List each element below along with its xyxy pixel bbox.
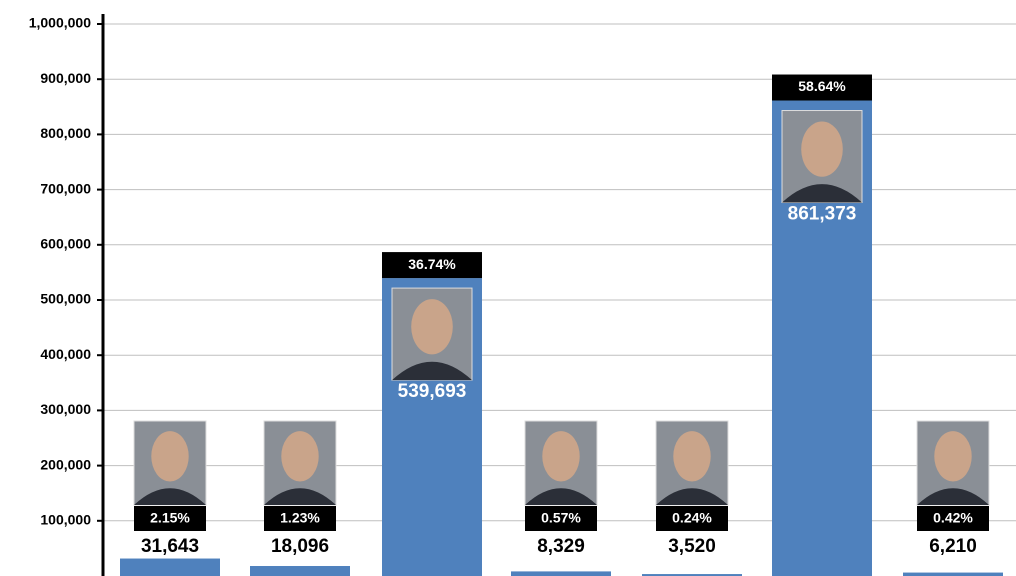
- y-tick-label: 200,000: [40, 456, 91, 472]
- photo-face: [542, 431, 579, 481]
- photo-face: [673, 431, 710, 481]
- percent-label: 1.23%: [280, 510, 320, 526]
- y-tick-label: 300,000: [40, 401, 91, 417]
- value-label: 539,693: [398, 381, 467, 402]
- value-label: 8,329: [537, 536, 585, 557]
- y-tick-label: 500,000: [40, 291, 91, 307]
- value-label: 6,210: [929, 536, 977, 557]
- photo-face: [151, 431, 188, 481]
- photo-face: [411, 299, 453, 354]
- y-tick-label: 700,000: [40, 180, 91, 196]
- percent-label: 0.42%: [933, 510, 973, 526]
- percent-label: 0.57%: [541, 510, 581, 526]
- value-label: 18,096: [271, 536, 329, 557]
- percent-label: 36.74%: [408, 256, 456, 272]
- percent-label: 58.64%: [798, 78, 846, 94]
- photo-face: [934, 431, 971, 481]
- y-tick-label: 900,000: [40, 70, 91, 86]
- y-tick-label: 400,000: [40, 346, 91, 362]
- y-tick-label: 600,000: [40, 236, 91, 252]
- bar: [250, 566, 350, 576]
- value-label: 861,373: [788, 204, 857, 225]
- y-tick-label: 1,000,000: [29, 15, 91, 31]
- chart: 100,000 200,000 300,000 400,000 500,000 600,0…: [0, 0, 1016, 576]
- bar: [120, 559, 220, 576]
- value-label: 31,643: [141, 536, 199, 557]
- bar: [903, 573, 1003, 576]
- y-tick-label: 100,000: [40, 512, 91, 528]
- percent-label: 2.15%: [150, 510, 190, 526]
- photo-face: [281, 431, 318, 481]
- bar: [511, 571, 611, 576]
- value-label: 3,520: [668, 536, 716, 557]
- y-tick-label: 800,000: [40, 125, 91, 141]
- photo-face: [801, 122, 843, 177]
- percent-label: 0.24%: [672, 510, 712, 526]
